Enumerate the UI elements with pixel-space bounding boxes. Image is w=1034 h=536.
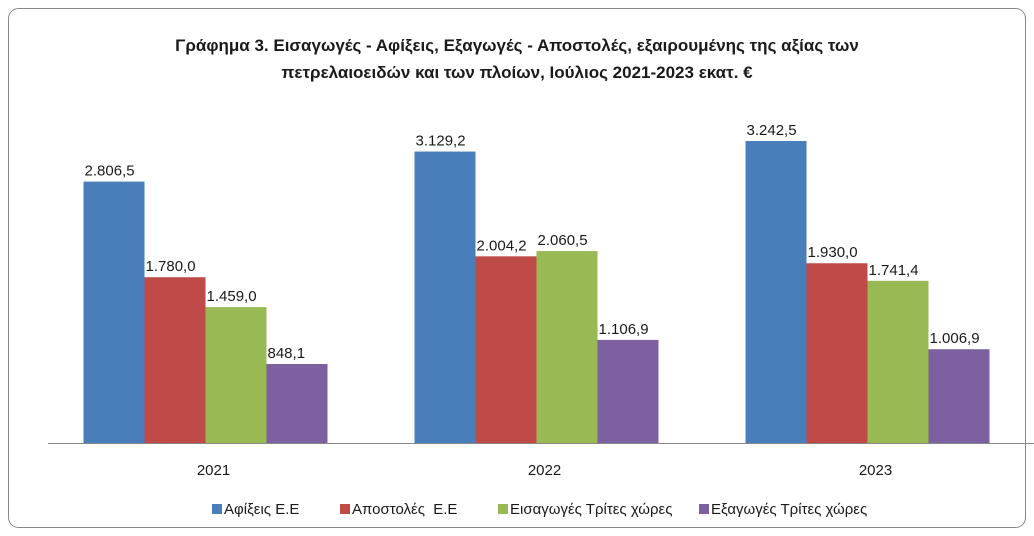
bar xyxy=(536,251,598,443)
bar xyxy=(806,263,868,443)
x-tick-label: 2021 xyxy=(197,462,230,479)
bar xyxy=(144,277,206,443)
bar xyxy=(414,151,476,443)
data-label: 1.741,4 xyxy=(869,262,919,279)
legend-label: Αφίξεις Ε.Ε xyxy=(224,501,299,518)
data-label: 3.242,5 xyxy=(747,122,797,139)
legend-swatch xyxy=(498,504,508,514)
legend-label: Εξαγωγές Τρίτες χώρες xyxy=(711,501,867,518)
data-label: 2.004,2 xyxy=(477,237,527,254)
x-tick-label: 2023 xyxy=(859,462,892,479)
data-label: 1.780,0 xyxy=(146,258,196,275)
bar xyxy=(745,141,807,443)
legend-label: Εισαγωγές Τρίτες χώρες xyxy=(510,501,672,518)
bar xyxy=(597,339,659,443)
bar xyxy=(266,364,328,443)
legend-swatch xyxy=(340,504,350,514)
data-label: 848,1 xyxy=(268,345,306,362)
bar xyxy=(867,280,929,443)
bar xyxy=(205,307,267,443)
bar xyxy=(475,256,537,443)
data-label: 1.006,9 xyxy=(930,330,980,347)
data-label: 2.060,5 xyxy=(538,232,588,249)
legend-swatch xyxy=(212,504,222,514)
bar xyxy=(928,349,990,443)
data-label: 3.129,2 xyxy=(416,133,466,150)
data-label: 1.930,0 xyxy=(808,244,858,261)
legend-label: Αποστολές Ε.Ε xyxy=(352,501,457,518)
x-tick-label: 2022 xyxy=(528,462,561,479)
data-label: 1.106,9 xyxy=(599,321,649,338)
data-label: 1.459,0 xyxy=(207,288,257,305)
chart-title: Γράφημα 3. Εισαγωγές - Αφίξεις, Εξαγωγές… xyxy=(175,36,859,82)
bar xyxy=(83,181,145,444)
data-label: 2.806,5 xyxy=(85,163,135,180)
legend-swatch xyxy=(699,504,709,514)
